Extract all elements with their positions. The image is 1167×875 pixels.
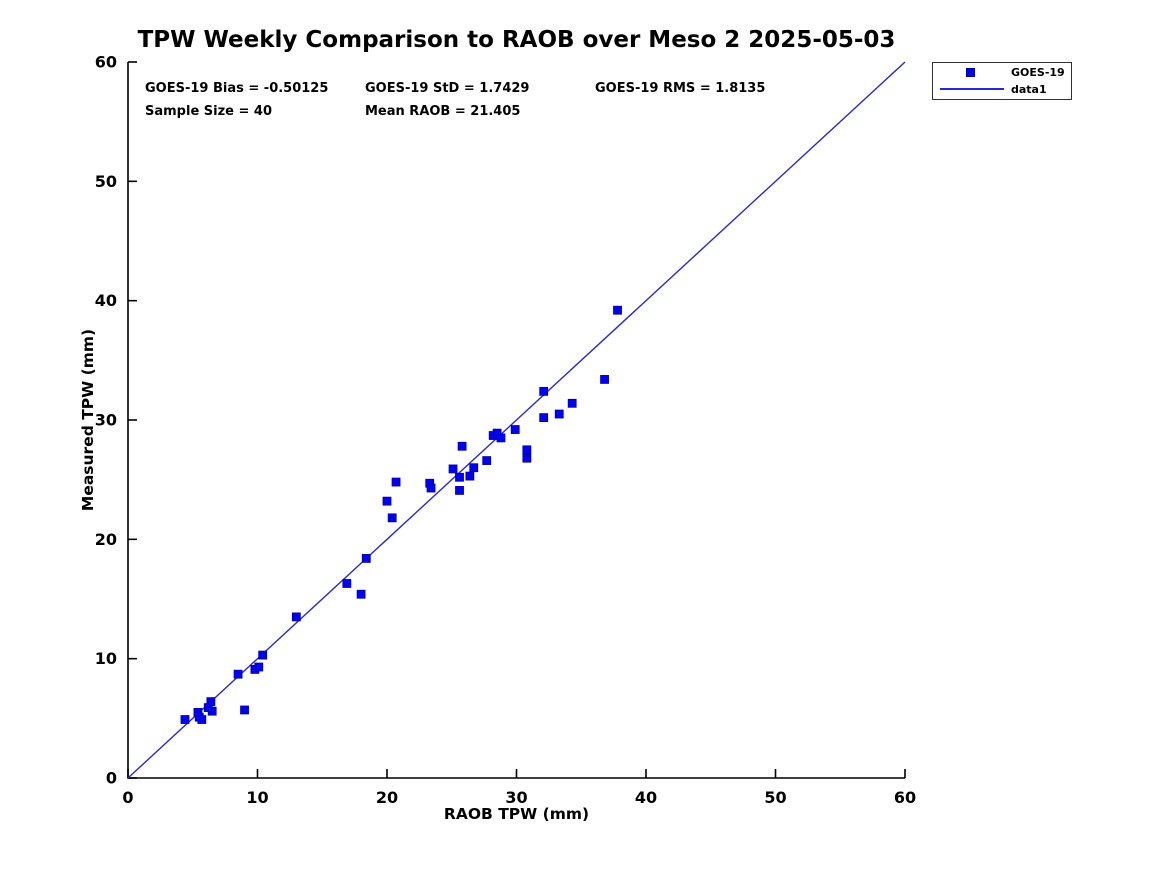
x-tick-label: 40 [635,788,657,807]
data-point [613,305,622,315]
data-point [254,662,264,672]
data-point [240,705,249,715]
legend-label-goes19: GOES-19 [1011,66,1065,79]
data-point [342,579,352,588]
y-tick-label: 60 [95,53,117,72]
x-tick-label: 60 [894,788,916,807]
data-point [426,483,436,493]
y-tick-label: 30 [95,411,117,430]
legend: GOES-19 data1 [932,62,1072,100]
data-point [180,715,190,724]
x-tick-label: 30 [505,788,527,807]
y-tick-label: 0 [106,769,117,788]
legend-square-marker-icon [966,68,975,77]
x-axis-ticks: 0 10 20 30 40 50 60 [122,769,916,807]
data-point [455,486,464,495]
data-point [469,463,479,473]
stat-mean-raob: Mean RAOB = 21.405 [365,104,521,119]
x-tick-label: 0 [122,788,133,807]
data-point [510,425,520,434]
y-tick-label: 40 [95,291,117,310]
data-point [197,715,207,724]
data-point [361,554,371,563]
data-point [382,496,392,506]
data-point [600,375,609,384]
legend-line-sample-icon [940,88,1004,90]
data-point [522,445,532,455]
data-point [455,472,464,482]
y-axis-label: Measured TPW (mm) [79,328,97,512]
data-point [233,669,243,679]
data-point [387,513,397,523]
x-tick-label: 20 [376,788,398,807]
data-point [567,398,577,408]
data-point [482,456,492,465]
data-point [291,612,301,622]
data-point [356,589,366,599]
y-tick-label: 20 [95,530,117,549]
x-tick-label: 10 [246,788,268,807]
identity-line [127,61,906,779]
data-point [448,464,458,474]
data-point [496,433,506,443]
legend-label-data1: data1 [1011,83,1047,96]
chart-title: TPW Weekly Comparison to RAOB over Meso … [137,27,896,53]
data-point [391,477,401,487]
data-point [539,386,549,396]
data-point [465,471,475,481]
data-points [180,305,622,724]
y-axis-ticks: 0 10 20 30 40 50 60 [95,53,137,788]
y-tick-label: 10 [95,649,117,668]
data-point [206,697,216,707]
stat-rms: GOES-19 RMS = 1.8135 [595,81,766,96]
data-point [207,706,217,716]
data-point [457,441,467,451]
stat-bias: GOES-19 Bias = -0.50125 [145,81,329,96]
stat-sample-size: Sample Size = 40 [145,104,273,119]
data-point [539,413,549,423]
stat-std: GOES-19 StD = 1.7429 [365,81,530,96]
x-tick-label: 50 [764,788,786,807]
data-point [522,453,532,463]
y-tick-label: 50 [95,172,117,191]
x-axis-label: RAOB TPW (mm) [443,805,590,823]
data-point [258,650,268,660]
data-point [554,409,564,419]
